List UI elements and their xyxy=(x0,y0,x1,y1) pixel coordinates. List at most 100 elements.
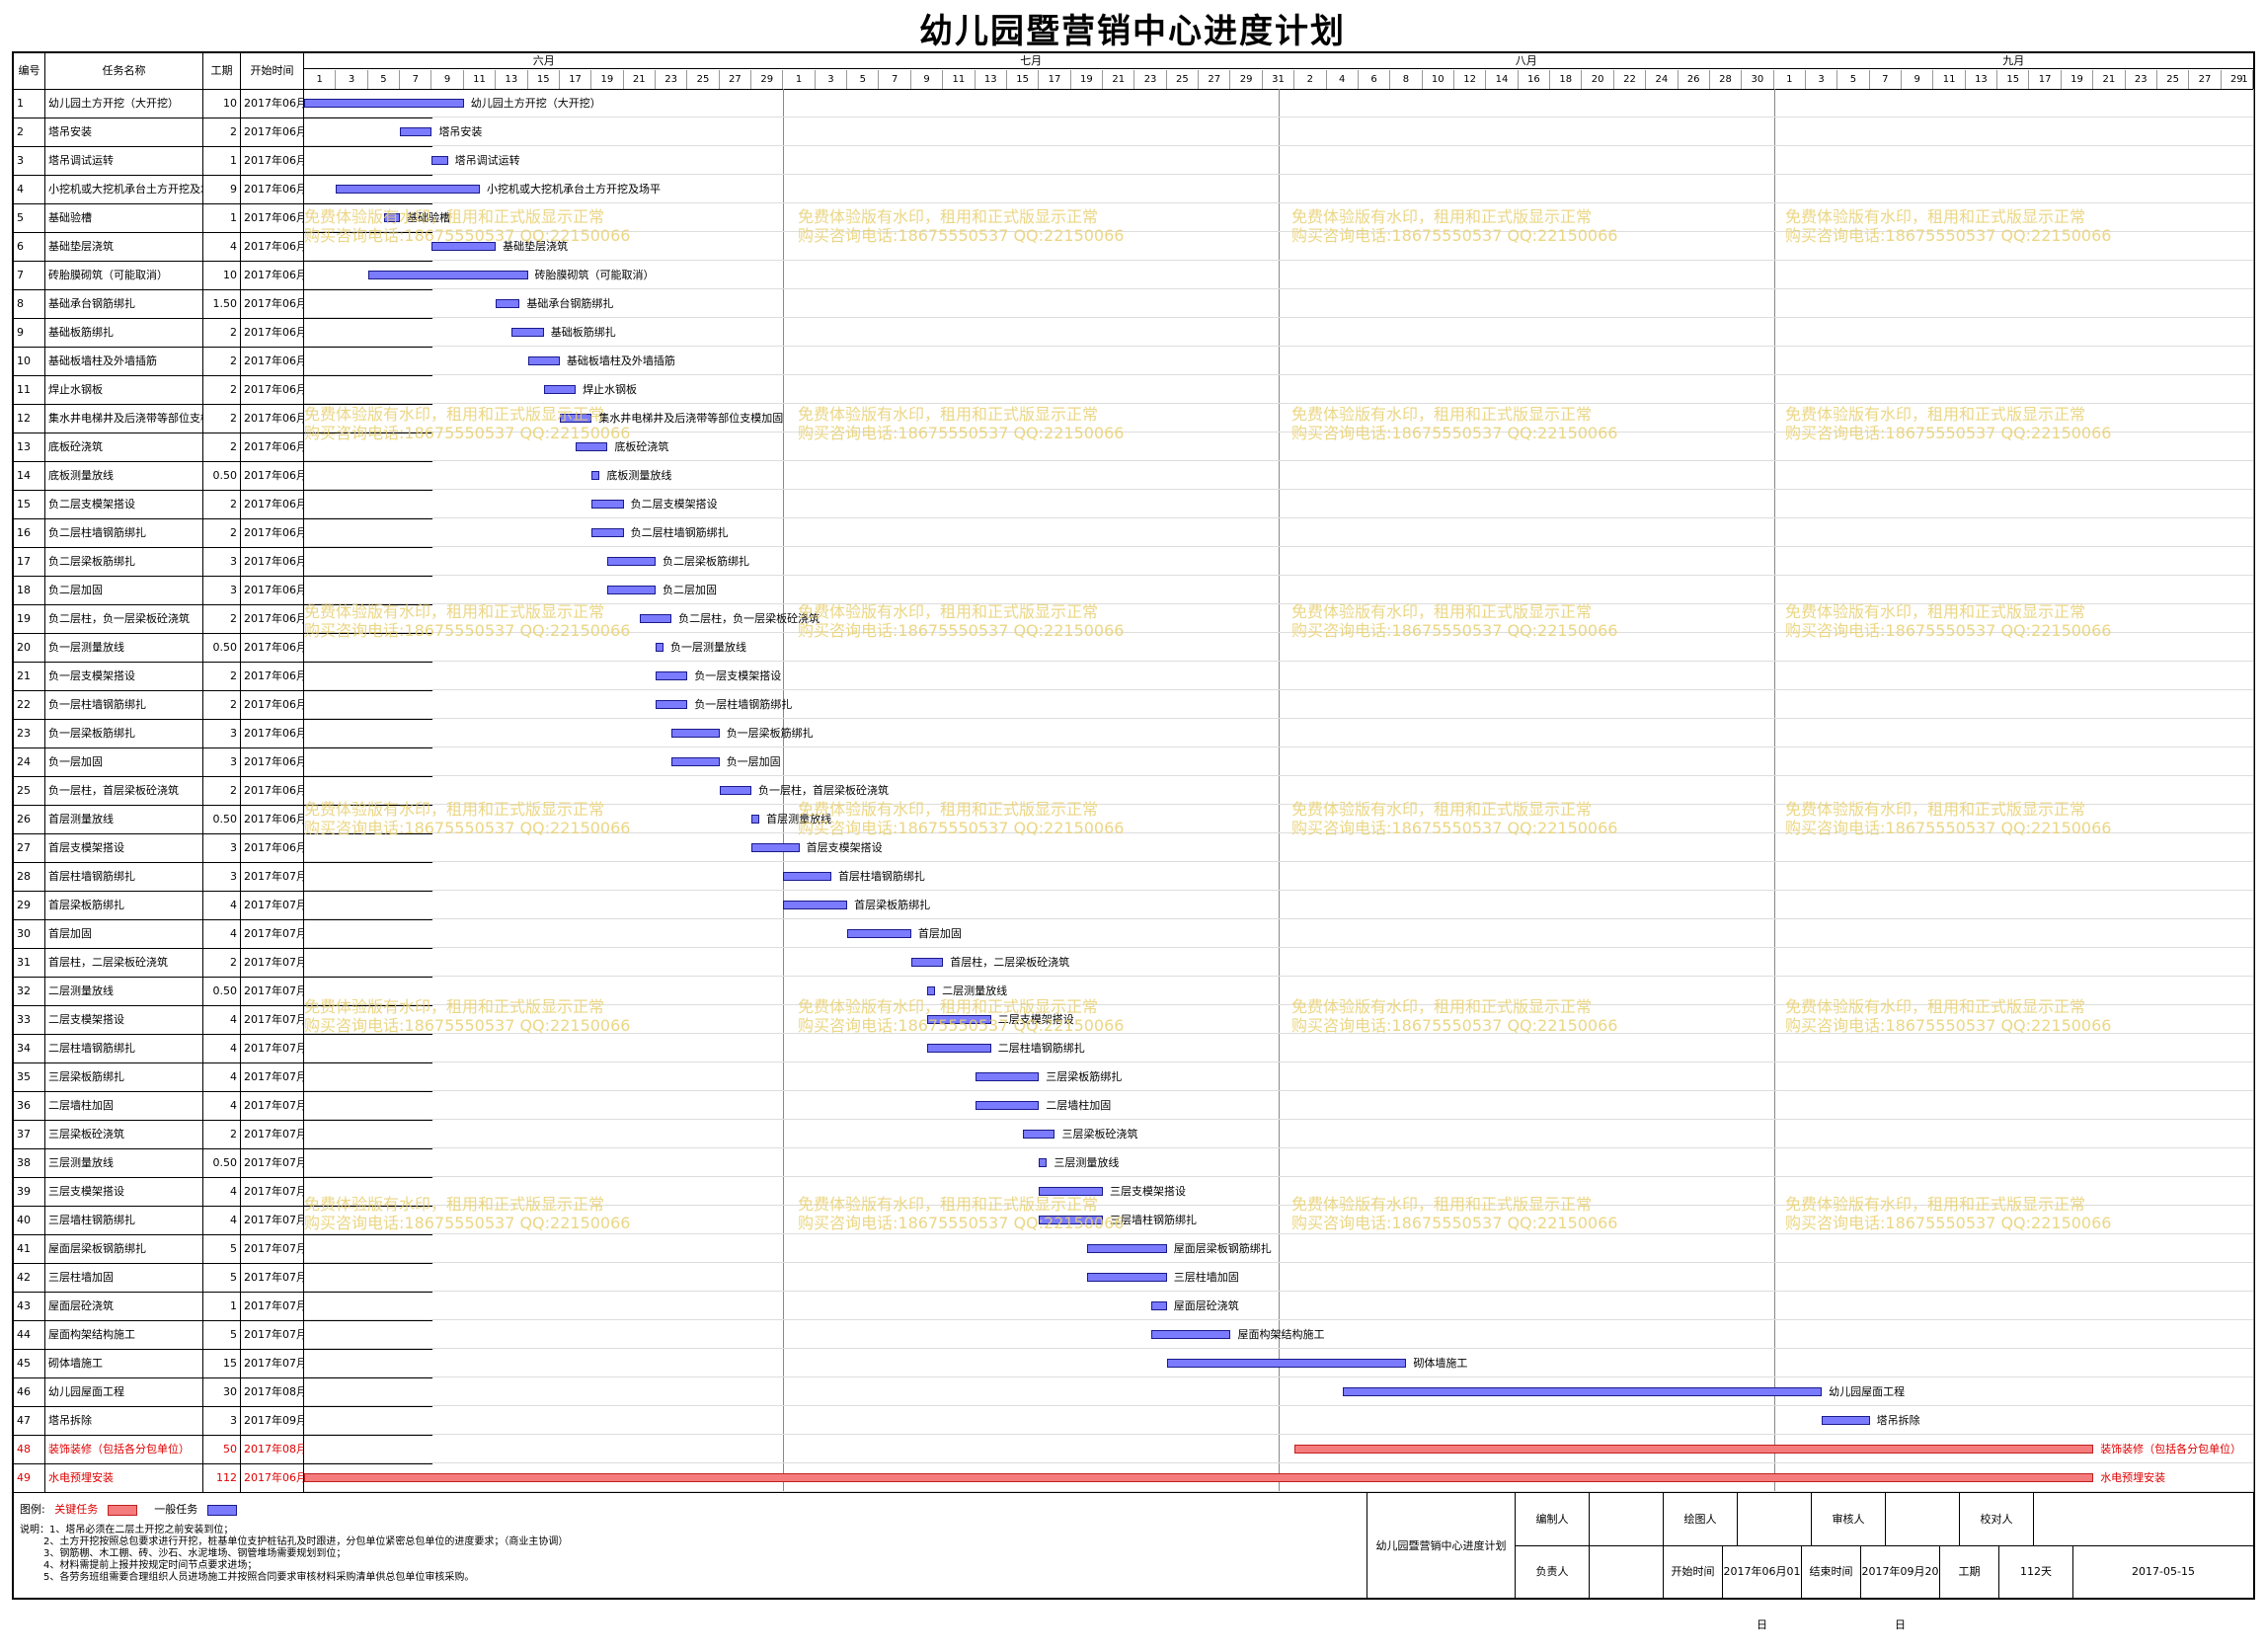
task-row[interactable]: 29首层梁板筋绑扎42017年07月01日 xyxy=(14,891,432,920)
task-bar[interactable] xyxy=(655,643,664,652)
task-bar[interactable] xyxy=(1822,1416,1870,1425)
task-row[interactable]: 16负二层柱墙钢筋绑扎22017年06月19日 xyxy=(14,518,432,548)
task-bar[interactable] xyxy=(639,614,672,623)
task-row[interactable]: 24负一层加固32017年06月24日 xyxy=(14,747,432,777)
task-row[interactable]: 22负一层柱墙钢筋绑扎22017年06月23日 xyxy=(14,690,432,720)
task-row[interactable]: 10基础板墙柱及外墙插筋22017年06月15日 xyxy=(14,347,432,376)
task-bar[interactable] xyxy=(975,1101,1040,1110)
task-row[interactable]: 34二层柱墙钢筋绑扎42017年07月10日 xyxy=(14,1034,432,1063)
task-bar[interactable] xyxy=(1039,1187,1103,1196)
task-row[interactable]: 46幼儿园屋面工程302017年08月05日 xyxy=(14,1377,432,1407)
task-row[interactable]: 47塔吊拆除32017年09月04日 xyxy=(14,1406,432,1436)
task-bar[interactable] xyxy=(1086,1244,1167,1253)
task-bar[interactable] xyxy=(1166,1359,1407,1368)
col-header-duration[interactable]: 工期 xyxy=(203,53,241,89)
task-row[interactable]: 30首层加固42017年07月05日 xyxy=(14,919,432,949)
task-bar[interactable] xyxy=(655,671,688,680)
task-bar[interactable] xyxy=(1150,1330,1231,1339)
task-row[interactable]: 9基础板筋绑扎22017年06月14日 xyxy=(14,318,432,348)
task-bar[interactable] xyxy=(400,127,432,136)
task-row[interactable]: 37三层梁板砼浇筑22017年07月16日 xyxy=(14,1120,432,1149)
task-row[interactable]: 27首层支模架搭设32017年06月29日 xyxy=(14,833,432,863)
task-bar[interactable] xyxy=(927,1015,991,1024)
task-bar[interactable] xyxy=(607,586,656,594)
task-bar[interactable] xyxy=(671,729,720,738)
task-row[interactable]: 35三层梁板筋绑扎42017年07月13日 xyxy=(14,1062,432,1092)
task-row[interactable]: 23负一层梁板筋绑扎32017年06月24日 xyxy=(14,719,432,748)
task-row[interactable]: 40三层墙柱钢筋绑扎42017年07月17日 xyxy=(14,1206,432,1235)
task-bar[interactable] xyxy=(783,901,848,909)
task-bar[interactable] xyxy=(719,786,752,795)
task-bar[interactable] xyxy=(607,557,656,566)
critical-task-bar[interactable] xyxy=(304,1473,2094,1482)
task-row[interactable]: 28首层柱墙钢筋绑扎32017年07月01日 xyxy=(14,862,432,892)
task-bar[interactable] xyxy=(1039,1158,1048,1167)
task-bar[interactable] xyxy=(576,442,608,451)
task-bar[interactable] xyxy=(367,271,528,279)
task-bar[interactable] xyxy=(671,757,720,766)
task-bar[interactable] xyxy=(927,1044,991,1053)
col-header-id[interactable]: 编号 xyxy=(14,53,45,89)
task-bar[interactable] xyxy=(431,156,448,165)
task-bar[interactable] xyxy=(559,414,592,423)
task-row[interactable]: 18负二层加固32017年06月20日 xyxy=(14,576,432,605)
task-bar[interactable] xyxy=(1086,1273,1167,1282)
task-row[interactable]: 44屋面构架结构施工52017年07月24日 xyxy=(14,1320,432,1350)
task-bar[interactable] xyxy=(975,1072,1040,1081)
task-bar[interactable] xyxy=(336,185,480,194)
task-row[interactable]: 12集水井电梯井及后浇带等部位支模加固22017年06月17日 xyxy=(14,404,432,433)
task-row[interactable]: 2塔吊安装22017年06月07日 xyxy=(14,118,432,147)
col-header-name[interactable]: 任务名称 xyxy=(45,53,203,89)
task-bar[interactable] xyxy=(1039,1216,1103,1224)
task-row[interactable]: 17负二层梁板筋绑扎32017年06月20日 xyxy=(14,547,432,577)
task-bar[interactable] xyxy=(1150,1301,1167,1310)
task-bar[interactable] xyxy=(304,99,464,108)
task-bar[interactable] xyxy=(751,843,800,852)
task-row[interactable]: 15负二层支模架搭设22017年06月19日 xyxy=(14,490,432,519)
task-bar[interactable] xyxy=(591,500,624,509)
col-header-start[interactable]: 开始时间 xyxy=(241,53,304,89)
task-bar[interactable] xyxy=(591,528,624,537)
task-bar[interactable] xyxy=(591,471,600,480)
task-row[interactable]: 13底板砼浇筑22017年06月18日 xyxy=(14,433,432,462)
task-row[interactable]: 3塔吊调试运转12017年06月09日 xyxy=(14,146,432,176)
task-row[interactable]: 6基础垫层浇筑42017年06月09日 xyxy=(14,232,432,262)
task-bar[interactable] xyxy=(527,356,560,365)
task-row[interactable]: 36二层墙柱加固42017年07月13日 xyxy=(14,1091,432,1121)
task-row[interactable]: 42三层柱墙加固52017年07月20日 xyxy=(14,1263,432,1293)
task-bar[interactable] xyxy=(927,986,936,995)
task-bar[interactable] xyxy=(910,958,944,967)
task-bar[interactable] xyxy=(847,929,911,938)
task-bar[interactable] xyxy=(383,213,401,222)
task-row[interactable]: 39三层支模架搭设42017年07月17日 xyxy=(14,1177,432,1207)
task-bar[interactable] xyxy=(543,385,577,394)
task-row[interactable]: 21负一层支模架搭设22017年06月23日 xyxy=(14,662,432,691)
task-row[interactable]: 43屋面层砼浇筑12017年07月24日 xyxy=(14,1292,432,1321)
task-bar[interactable] xyxy=(431,242,497,251)
task-row[interactable]: 45砌体墙施工152017年07月25日 xyxy=(14,1349,432,1378)
task-bar[interactable] xyxy=(1023,1130,1055,1139)
task-bar[interactable] xyxy=(511,328,544,337)
critical-task-bar[interactable] xyxy=(1294,1445,2094,1454)
task-bar[interactable] xyxy=(655,700,688,709)
task-bar[interactable] xyxy=(783,872,831,881)
task-row[interactable]: 5基础验槽12017年06月06日 xyxy=(14,203,432,233)
task-bar[interactable] xyxy=(496,299,520,308)
task-bar[interactable] xyxy=(1342,1387,1823,1396)
task-row[interactable]: 4小挖机或大挖机承台土方开挖及场平92017年06月03日 xyxy=(14,175,432,204)
task-row[interactable]: 41屋面层梁板钢筋绑扎52017年07月20日 xyxy=(14,1234,432,1264)
task-row[interactable]: 33二层支模架搭设42017年07月10日 xyxy=(14,1005,432,1035)
task-row[interactable]: 11焊止水钢板22017年06月16日 xyxy=(14,375,432,405)
